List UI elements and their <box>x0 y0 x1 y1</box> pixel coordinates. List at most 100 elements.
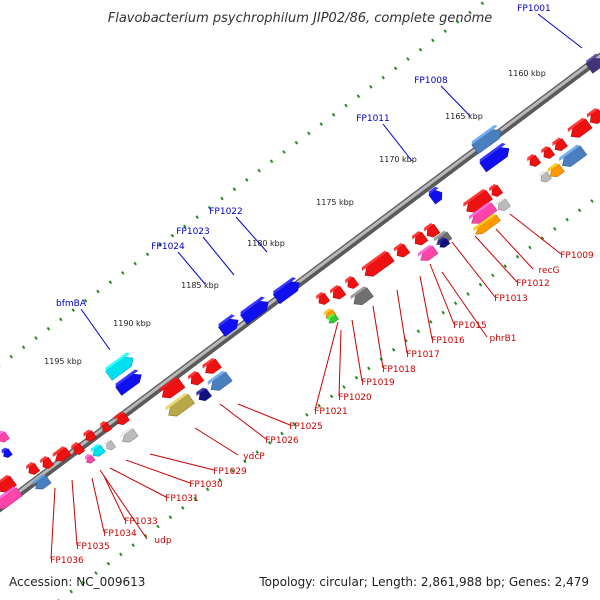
gene-arrow <box>100 421 113 433</box>
ruler-dot <box>406 57 410 61</box>
gene-label: FP1023 <box>176 227 210 237</box>
leader-line <box>537 13 583 49</box>
gene-top-face <box>83 429 92 437</box>
leader-line <box>149 453 215 471</box>
leader-line <box>71 479 78 546</box>
map-title: Flavobacterium psychrophilum JIP02/86, c… <box>108 11 493 26</box>
ruler-dot <box>181 506 185 510</box>
leader-line <box>202 236 235 276</box>
ruler-dot <box>145 252 150 257</box>
gene-arrow <box>119 427 139 443</box>
gene-label: FP1009 <box>560 251 594 261</box>
gene-label: bfmBA <box>56 299 87 309</box>
gene-body <box>218 318 239 337</box>
gene-label: FP1001 <box>517 4 551 14</box>
gene-arrow <box>527 154 542 167</box>
gene-body <box>35 475 52 490</box>
gene-arrow <box>196 387 212 402</box>
gene-label: FP1019 <box>361 378 395 388</box>
gene-arrow <box>32 474 52 490</box>
ruler-dot <box>9 354 13 359</box>
gene-body <box>28 463 41 475</box>
ruler-dot <box>431 38 435 43</box>
gene-arrow <box>538 170 552 183</box>
gene-top-face <box>104 439 111 446</box>
gene-arrow <box>105 352 134 381</box>
ruler-dot <box>282 150 286 154</box>
gene-top-face <box>463 189 487 207</box>
gene-body <box>347 277 360 289</box>
gene-arrow <box>207 370 233 391</box>
gene-arrow <box>438 237 451 248</box>
ruler-dot <box>69 589 73 594</box>
gene-top-face <box>527 154 536 162</box>
gene-body <box>122 428 139 443</box>
gene-arrow <box>0 430 10 443</box>
gene-top-face <box>479 142 506 163</box>
ruler-dot <box>195 215 199 219</box>
gene-label: FP1013 <box>494 294 528 304</box>
gene-top-face <box>40 456 49 464</box>
accession-text: Accession: NC_009613 <box>9 575 145 589</box>
ruler-dot <box>294 140 299 145</box>
gene-top-face <box>316 292 325 300</box>
gene-top-face <box>330 285 340 294</box>
gene-body <box>420 245 439 261</box>
gene-body <box>3 448 13 458</box>
ruler-dot <box>553 227 557 231</box>
leader-line <box>419 275 433 340</box>
gene-top-face <box>394 243 404 252</box>
gene-top-face <box>489 184 498 192</box>
ruler-dot <box>257 168 261 173</box>
gene-arrow <box>114 411 130 426</box>
gene-body <box>116 412 130 426</box>
gene-arrow <box>479 142 510 173</box>
ruler-dot <box>356 94 361 99</box>
ruler-dot <box>156 524 160 529</box>
gene-body <box>428 190 443 205</box>
ruler-dot <box>317 403 321 408</box>
ruler-dot <box>577 208 582 213</box>
gene-arrow <box>473 213 501 235</box>
leader-line <box>429 263 455 325</box>
gene-body <box>85 430 97 442</box>
gene-arrow <box>327 313 339 324</box>
ruler-dot <box>0 364 1 368</box>
leader-line <box>177 251 206 285</box>
gene-top-face <box>188 371 198 380</box>
gene-arrow <box>26 462 41 475</box>
ruler-dot <box>220 196 224 201</box>
gene-top-face <box>586 108 599 118</box>
ruler-dot <box>269 159 274 164</box>
ruler-dot <box>478 282 483 287</box>
summary-text: Topology: circular; Length: 2,861,988 bp… <box>258 575 589 589</box>
gene-label: FP1008 <box>414 76 448 86</box>
ruler-dot <box>183 224 187 229</box>
gene-label: FP1020 <box>338 393 372 403</box>
gene-top-face <box>52 446 66 458</box>
ruler-dot <box>331 112 336 117</box>
ruler-dot <box>46 326 51 331</box>
gene-arrow <box>489 184 504 197</box>
ruler-dot <box>108 280 113 285</box>
ruler-dot <box>491 273 495 278</box>
gene-arrow <box>83 429 97 442</box>
ruler-dot <box>369 85 373 89</box>
gene-arrow <box>585 53 600 74</box>
gene-label: FP1021 <box>314 407 348 417</box>
gene-top-face <box>434 230 448 242</box>
gene-body <box>540 171 552 183</box>
leader-line <box>509 213 562 255</box>
gene-body <box>318 293 331 305</box>
ruler-dot <box>429 320 433 324</box>
gene-top-face <box>495 197 506 206</box>
ruler-dot <box>71 308 75 312</box>
ruler-dot <box>158 243 162 247</box>
ruler-dot <box>21 345 26 350</box>
gene-top-face <box>471 124 498 145</box>
leader-line <box>235 216 268 253</box>
leader-line <box>125 459 191 484</box>
gene-label: FP1012 <box>516 279 550 289</box>
gene-top-face <box>468 201 492 220</box>
